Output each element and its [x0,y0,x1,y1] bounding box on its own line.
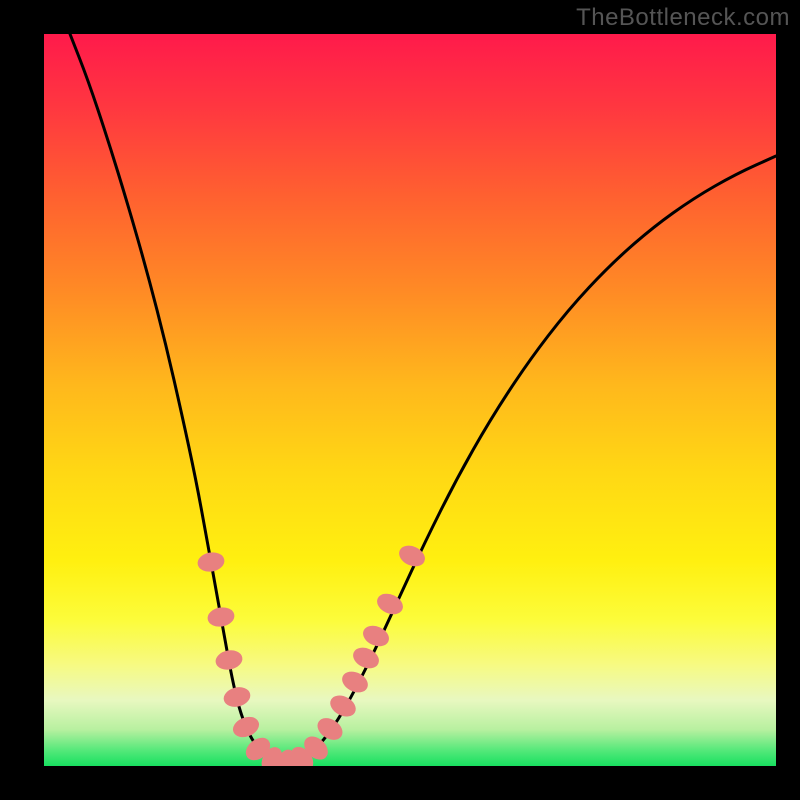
bottleneck-chart-svg [0,0,800,800]
plot-gradient [44,34,776,766]
chart-stage: TheBottleneck.com [0,0,800,800]
